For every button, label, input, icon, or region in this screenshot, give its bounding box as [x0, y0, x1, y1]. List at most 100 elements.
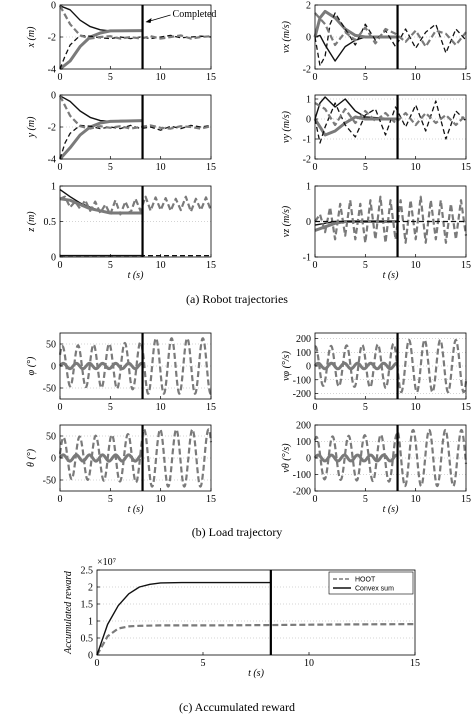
- series-vz-2: [314, 195, 468, 244]
- series-vphi-0: [314, 338, 468, 394]
- ylabel-z: z (m): [26, 211, 37, 233]
- xtick-label-y-3: 15: [206, 162, 216, 173]
- xtick-label-vtheta-0: 0: [313, 494, 318, 505]
- ytick-label-y-1: -2: [48, 123, 56, 134]
- ytick-label-reward-2: 1: [88, 617, 93, 628]
- xtick-label-phi-2: 10: [156, 402, 166, 413]
- xtick-label-phi-3: 15: [206, 402, 216, 413]
- axes-frame-reward: [96, 569, 416, 656]
- series-vphi-1: [313, 361, 399, 371]
- xtick-label-z-2: 10: [156, 260, 166, 271]
- xtick-label-y-0: 0: [58, 162, 63, 173]
- xtick-label-vphi-0: 0: [313, 402, 318, 413]
- caption-c: (c) Accumulated reward: [179, 700, 295, 714]
- exponent-reward: ×10⁷: [97, 557, 117, 568]
- ylabel-reward: Accumulated reward: [63, 570, 74, 655]
- ylabel-y: y (m): [26, 116, 37, 138]
- panel-vtheta: 0 5 10 15 -200 -100 0 100 200 vθ (°/s) t (s): [281, 421, 471, 516]
- xtick-label-x-0: 0: [58, 72, 63, 83]
- ytick-label-y-0: -4: [48, 155, 56, 166]
- ytick-label-vphi-3: 100: [296, 348, 311, 359]
- xtick-label-theta-2: 10: [156, 494, 166, 505]
- ytick-label-vphi-1: -100: [293, 375, 311, 386]
- ytick-label-phi-0: -50: [43, 384, 56, 395]
- xtick-label-vphi-3: 15: [461, 402, 471, 413]
- ytick-label-vy-0: -2: [303, 155, 311, 166]
- ylabel-theta: θ (°): [26, 448, 37, 467]
- ytick-label-vphi-2: 0: [306, 362, 311, 373]
- ylabel-vx: vx (m/s): [281, 20, 292, 53]
- series-vy-1: [313, 115, 398, 137]
- ytick-label-theta-2: 50: [46, 432, 56, 443]
- xlabel-theta: t (s): [128, 504, 145, 515]
- ylabel-vz: vz (m/s): [281, 205, 292, 237]
- xtick-label-vx-0: 0: [313, 72, 318, 83]
- xtick-label-y-2: 10: [156, 162, 166, 173]
- xtick-label-x-3: 15: [206, 72, 216, 83]
- series-vtheta-1: [313, 453, 399, 463]
- xtick-label-vtheta-3: 15: [461, 494, 471, 505]
- xlabel-vz: t (s): [383, 270, 400, 281]
- series-vy-0: [314, 96, 398, 120]
- xlabel-vtheta: t (s): [383, 504, 400, 515]
- annotation-arrowhead-x: [145, 18, 152, 23]
- series-z-2: [59, 195, 213, 216]
- series-reward-1: [96, 581, 271, 656]
- xtick-label-vz-3: 15: [461, 260, 471, 271]
- xtick-label-phi-0: 0: [58, 402, 63, 413]
- series-y-2: [59, 124, 212, 160]
- series-x-3: [59, 5, 212, 40]
- legend-label-reward-1: Convex sum: [355, 586, 394, 593]
- panel-reward: 0 5 10 15 0 0.5 1 1.5 2 2.5 Accumulated reward t (s…: [63, 557, 420, 679]
- xtick-label-theta-0: 0: [58, 494, 63, 505]
- xtick-label-theta-3: 15: [206, 494, 216, 505]
- ytick-label-reward-0: 0: [88, 651, 93, 662]
- series-vx-1: [313, 9, 398, 39]
- ytick-label-z-1: 0.5: [44, 217, 57, 228]
- xtick-label-vphi-1: 5: [363, 402, 368, 413]
- panel-vphi: 0 5 10 15 -200 -100 0 100 200 vφ (°/s): [281, 332, 471, 413]
- series-y-0: [59, 95, 143, 123]
- ytick-label-vz-1: 0: [306, 217, 311, 228]
- ytick-label-phi-2: 50: [46, 340, 56, 351]
- series-vx-3: [314, 12, 467, 48]
- xlabel-reward: t (s): [248, 668, 265, 679]
- legend-label-reward-0: HOOT: [355, 577, 376, 584]
- xtick-label-theta-1: 5: [108, 494, 113, 505]
- ytick-label-vz-2: 1: [306, 182, 311, 193]
- series-vtheta-0: [313, 428, 468, 488]
- xtick-label-vy-3: 15: [461, 162, 471, 173]
- ytick-label-vy-3: 1: [306, 95, 311, 106]
- xtick-label-vz-1: 5: [363, 260, 368, 271]
- series-vy-3: [314, 102, 467, 127]
- series-x-1: [59, 29, 143, 71]
- axes-frame-vy: [314, 94, 467, 160]
- series-theta-0: [58, 428, 213, 488]
- ytick-label-x-1: -2: [48, 33, 56, 44]
- xtick-label-vtheta-1: 5: [363, 494, 368, 505]
- ytick-label-vx-2: 2: [306, 1, 311, 12]
- ytick-label-vtheta-3: 100: [296, 437, 311, 448]
- ylabel-vy: vy (m/s): [281, 110, 292, 143]
- xtick-label-z-3: 15: [206, 260, 216, 271]
- series-reward-0: [96, 623, 416, 656]
- panel-vy: 0 5 10 15 -2 -1 0 1 vy (m/s): [281, 95, 471, 174]
- xtick-label-vx-1: 5: [363, 72, 368, 83]
- series-phi-1: [58, 361, 144, 371]
- ytick-label-vy-2: 0: [306, 115, 311, 126]
- annotation-x: Completed: [173, 9, 217, 20]
- xtick-label-z-1: 5: [108, 260, 113, 271]
- xtick-label-x-2: 10: [156, 72, 166, 83]
- ytick-label-reward-1: 0.5: [81, 634, 94, 645]
- series-phi-0: [58, 337, 212, 395]
- ytick-label-z-0: 0: [51, 253, 56, 264]
- xtick-label-z-0: 0: [58, 260, 63, 271]
- xtick-label-reward-0: 0: [95, 658, 100, 669]
- xtick-label-phi-1: 5: [108, 402, 113, 413]
- ytick-label-x-0: -4: [48, 65, 56, 76]
- ytick-label-z-2: 1: [51, 182, 56, 193]
